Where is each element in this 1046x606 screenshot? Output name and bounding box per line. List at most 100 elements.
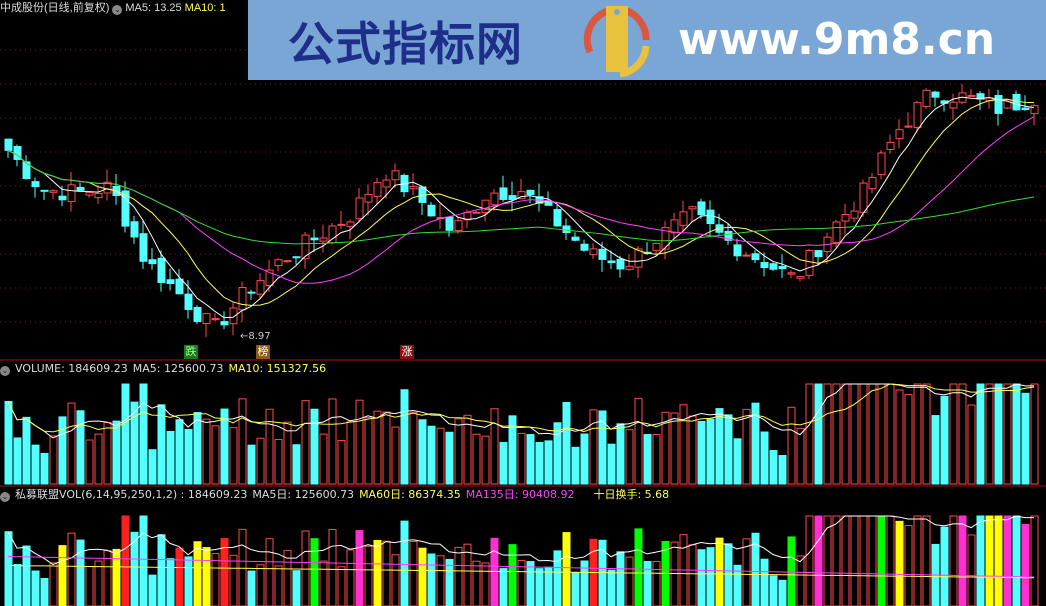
- indicator-bar: [355, 530, 364, 606]
- candle-body: [679, 211, 688, 226]
- volume-bar: [265, 408, 274, 485]
- volume-bar: [922, 383, 931, 485]
- stock-title: 中成股份(日线,前复权): [0, 2, 110, 14]
- volume-bar: [418, 419, 427, 485]
- candle-body: [895, 129, 904, 140]
- candle-body: [526, 189, 535, 195]
- indicator-bar: [400, 520, 409, 606]
- indicator-bar: [976, 515, 985, 606]
- volume-bar: [850, 383, 859, 485]
- indicator-bar: [688, 544, 697, 606]
- volume-bar: [157, 404, 166, 485]
- volume-bar: [553, 422, 562, 485]
- indicator-bar: [139, 515, 148, 606]
- candle-body: [238, 287, 247, 311]
- indicator-bar: [373, 539, 382, 606]
- volume-bar: [247, 444, 256, 485]
- volume-bar: [760, 431, 769, 485]
- tag-rise[interactable]: 涨: [400, 345, 414, 359]
- volume-bar: [202, 418, 211, 485]
- volume-bar: [337, 439, 346, 485]
- indicator-bar: [409, 540, 418, 606]
- volume-bar: [814, 383, 823, 485]
- candle-body: [382, 179, 391, 188]
- volume-bar: [94, 433, 103, 485]
- watermark-logo-icon: [583, 6, 650, 78]
- volume-bar: [301, 400, 310, 485]
- indicator-bar: [184, 556, 193, 606]
- indicator-bar: [265, 538, 274, 606]
- indicator-bar: [238, 528, 247, 606]
- candle-body: [814, 250, 823, 258]
- candle-body: [589, 248, 598, 256]
- indicator-ma5-line: [7, 515, 1034, 566]
- volume-bar: [454, 418, 463, 485]
- volume-bar: [292, 444, 301, 485]
- dropdown-icon[interactable]: ⌄: [0, 366, 10, 376]
- indicator-ma60-line: [7, 565, 1035, 579]
- volume-bar: [31, 444, 40, 485]
- tag-list[interactable]: 榜: [256, 345, 270, 359]
- candle-body: [310, 237, 319, 241]
- candle-body: [796, 276, 805, 279]
- tag-fall[interactable]: 跌: [184, 345, 198, 359]
- candle-body: [76, 186, 85, 191]
- candle-body: [697, 201, 706, 216]
- dropdown-icon[interactable]: ⌄: [112, 5, 123, 15]
- indicator-bar: [85, 565, 94, 606]
- candle-body: [886, 141, 895, 150]
- indicator-bar: [328, 528, 337, 606]
- candle-body: [355, 197, 364, 220]
- volume-bar: [805, 383, 814, 485]
- indicator-bar: [346, 549, 355, 606]
- volume-bar: [895, 389, 904, 485]
- indicator-bar: [868, 515, 877, 606]
- candle-body: [778, 265, 787, 270]
- indicator-bar: [544, 566, 553, 606]
- indicator-bar: [121, 515, 130, 606]
- dropdown-icon[interactable]: ⌄: [0, 492, 10, 502]
- indicator-bar: [832, 515, 841, 606]
- indicator-bar: [157, 534, 166, 606]
- indicator-bar: [724, 543, 733, 606]
- indicator-bar: [1003, 515, 1012, 606]
- volume-bar: [661, 411, 670, 485]
- candle-body: [949, 101, 958, 109]
- indicator-bar: [301, 530, 310, 606]
- candle-body: [805, 250, 814, 276]
- volume-bar: [796, 427, 805, 485]
- volume-bar: [1012, 383, 1021, 485]
- volume-bar: [598, 410, 607, 485]
- indicator-ma135-line: [7, 556, 1035, 578]
- volume-bar: [778, 454, 787, 485]
- candle-body: [652, 242, 661, 252]
- candle-body: [922, 89, 931, 107]
- candle-body: [301, 234, 310, 260]
- indicator-bar: [463, 543, 472, 606]
- main-pane-header: 中成股份(日线,前复权) ⌄ MA5: 13.25 MA10: 1: [0, 0, 229, 16]
- indicator-bar: [877, 515, 886, 606]
- volume-bar: [409, 411, 418, 485]
- volume-bar: [76, 410, 85, 485]
- indicator-bar: [958, 515, 967, 606]
- volume-bar: [832, 383, 841, 485]
- volume-bar: [670, 412, 679, 485]
- candle-body: [454, 220, 463, 232]
- watermark-url: www.9m8.cn: [678, 14, 996, 65]
- indicator-bar: [607, 569, 616, 606]
- indicator-bar: [805, 515, 814, 606]
- indicator-bar: [1030, 515, 1039, 606]
- indicator-bar: [220, 538, 229, 606]
- volume-bar: [751, 402, 760, 485]
- volume-bar: [58, 416, 67, 485]
- indicator-bar: [787, 536, 796, 606]
- candle-body: [157, 257, 166, 284]
- candle-body: [292, 256, 301, 259]
- candle-body: [427, 204, 436, 217]
- volume-bar: [994, 383, 1003, 485]
- candle-body: [346, 221, 355, 227]
- volume-bar: [85, 439, 94, 485]
- indicator-bar: [508, 544, 517, 606]
- indicator-bar: [427, 553, 436, 606]
